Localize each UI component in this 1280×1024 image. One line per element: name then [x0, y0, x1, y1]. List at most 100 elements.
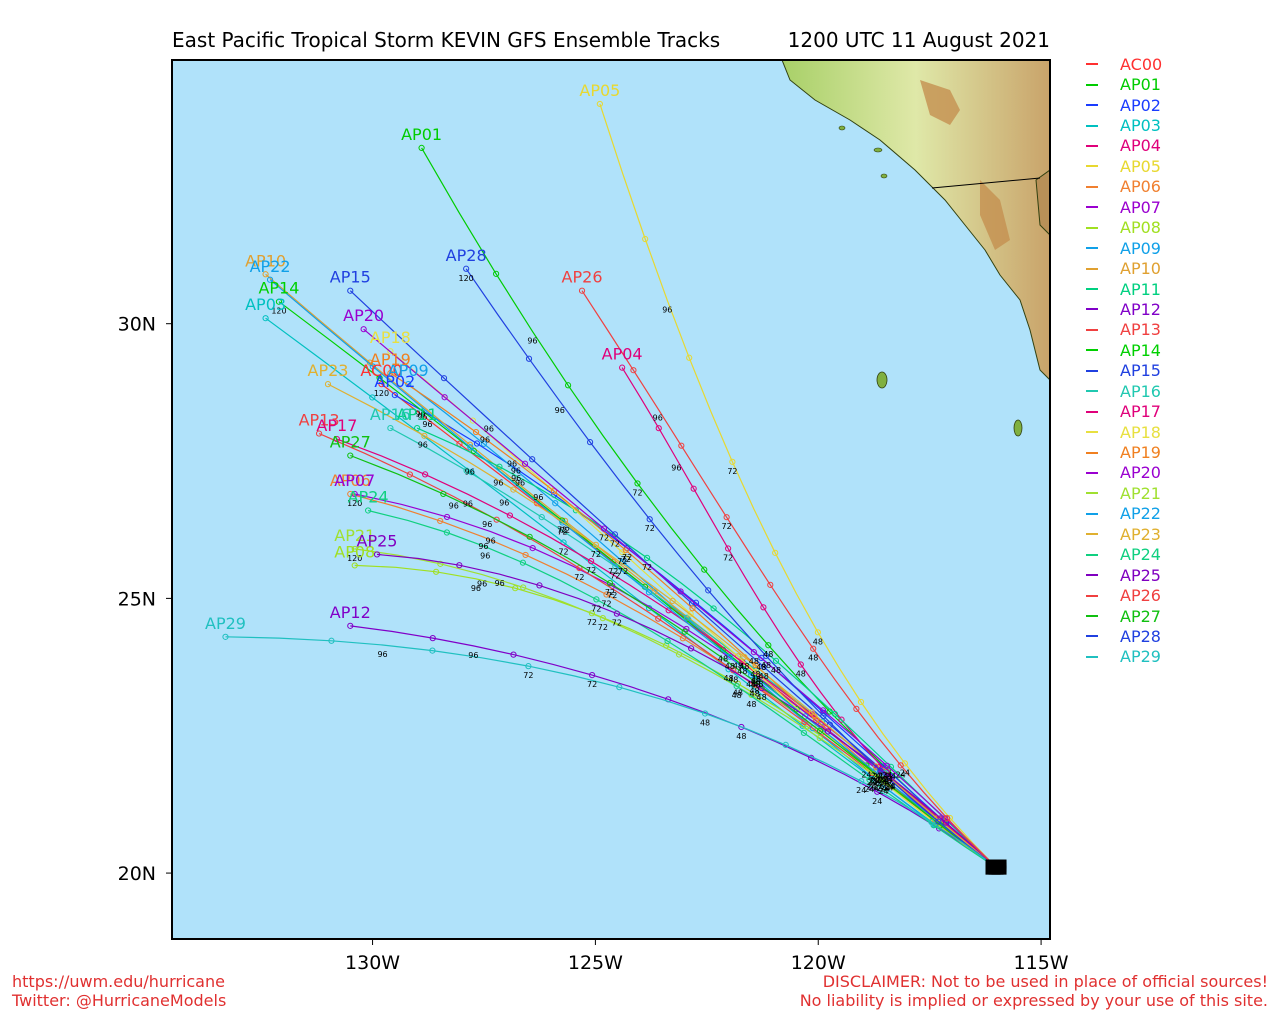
track-point	[677, 588, 684, 595]
forecast-hour-label: 48	[700, 718, 710, 727]
island-channel-1	[838, 125, 846, 131]
track-point	[723, 514, 730, 521]
track-point	[559, 519, 566, 526]
forecast-hour-label: 72	[618, 567, 628, 576]
forecast-hour-label: 72	[723, 554, 733, 563]
track-point	[266, 276, 274, 283]
track-point	[943, 815, 951, 822]
track-point	[443, 513, 451, 521]
track-point	[741, 653, 748, 661]
land-baja-california	[781, 60, 1050, 381]
member-label-ap25: AP25	[357, 531, 398, 550]
legend-item-ap13: AP13	[1086, 320, 1276, 340]
track-ap22	[269, 279, 997, 869]
forecast-hour-label: 48	[761, 661, 771, 670]
legend-label: AP01	[1120, 75, 1161, 95]
legend-item-ap09: AP09	[1086, 238, 1276, 258]
forecast-hour-label: 24	[884, 782, 894, 791]
legend-label: AC00	[1120, 54, 1163, 74]
track-point	[469, 417, 476, 424]
legend-swatch	[1086, 349, 1098, 352]
legend-swatch	[1086, 512, 1098, 515]
legend-item-ap04: AP04	[1086, 136, 1276, 156]
track-point	[872, 763, 879, 770]
forecast-hour-label: 96	[484, 424, 494, 433]
track-point	[422, 471, 429, 478]
member-label-ap09: AP09	[388, 361, 429, 380]
track-point	[782, 741, 789, 748]
track-point	[526, 533, 533, 540]
legend-swatch	[1086, 533, 1098, 536]
track-point	[463, 265, 470, 272]
track-point	[373, 551, 381, 558]
track-point	[688, 645, 695, 652]
legend-item-ap05: AP05	[1086, 156, 1276, 176]
member-label-ap17: AP17	[316, 416, 357, 435]
forecast-hour-label: 96	[415, 409, 425, 418]
forecast-hour-label: 48	[718, 655, 728, 664]
track-point	[360, 326, 367, 333]
legend-item-ap21: AP21	[1086, 483, 1276, 503]
member-label-ap04: AP04	[602, 345, 643, 364]
member-label-ac00: AC00	[360, 361, 402, 380]
island-guadalupe	[876, 371, 888, 389]
track-point	[550, 488, 558, 495]
track-point	[729, 458, 736, 465]
legend-label: AP20	[1120, 463, 1161, 483]
legend-swatch	[1086, 144, 1098, 147]
track-point	[440, 490, 447, 498]
legend-swatch	[1086, 369, 1098, 372]
forecast-hour-label: 24	[869, 783, 879, 792]
forecast-hour-label: 96	[478, 542, 488, 551]
forecast-hour-label: 24	[861, 770, 871, 779]
forecast-hour-label: 24	[866, 783, 876, 792]
legend-label: AP04	[1120, 136, 1161, 156]
forecast-hour-label: 96	[377, 650, 387, 659]
forecast-hour-label: 24	[870, 776, 880, 785]
track-point	[529, 456, 536, 463]
forecast-hour-label: 72	[645, 524, 655, 533]
legend-item-ap19: AP19	[1086, 442, 1276, 462]
track-ap05	[599, 103, 997, 869]
track-point	[897, 762, 904, 769]
forecast-hour-label: 96	[671, 463, 681, 472]
footer-twitter[interactable]: Twitter: @HurricaneModels	[12, 991, 227, 1010]
track-point	[472, 428, 480, 436]
forecast-hour-label: 24	[878, 776, 888, 785]
track-ap12	[350, 625, 997, 869]
track-point	[643, 554, 651, 561]
member-label-ap10: AP10	[245, 251, 286, 270]
y-tick-label: 30N	[118, 314, 156, 336]
track-point	[376, 374, 383, 382]
track-point	[522, 551, 529, 559]
forecast-hour-label: 72	[642, 563, 652, 572]
forecast-hour-label: 96	[511, 467, 521, 476]
forecast-hour-label: 48	[751, 681, 761, 690]
track-point	[824, 728, 832, 735]
track-point	[347, 452, 354, 459]
map-frame	[171, 59, 1051, 940]
track-point	[603, 591, 610, 598]
track-point	[596, 100, 603, 108]
legend-label: AP08	[1120, 218, 1161, 238]
track-point	[456, 562, 463, 569]
track-point	[858, 778, 865, 785]
legend-label: AP29	[1120, 647, 1161, 667]
track-point	[767, 581, 774, 588]
footer-url[interactable]: https://uwm.edu/hurricane	[12, 972, 225, 991]
legend-label: AP18	[1120, 422, 1161, 442]
track-point	[642, 235, 649, 243]
member-label-ap28: AP28	[446, 246, 487, 265]
legend-swatch	[1086, 124, 1098, 127]
forecast-hour-label: 96	[449, 502, 459, 511]
forecast-hour-label: 48	[763, 650, 773, 659]
forecast-hour-label: 48	[771, 666, 781, 675]
forecast-hour-label: 120	[374, 389, 389, 398]
forecast-hour-label: 72	[523, 671, 533, 680]
forecast-hour-label: 48	[808, 654, 818, 663]
legend-item-ap23: AP23	[1086, 524, 1276, 544]
track-point	[536, 582, 543, 589]
forecast-hour-label: 96	[463, 499, 473, 508]
forecast-hour-label: 24	[878, 771, 888, 780]
forecast-hour-label: 120	[459, 274, 474, 283]
